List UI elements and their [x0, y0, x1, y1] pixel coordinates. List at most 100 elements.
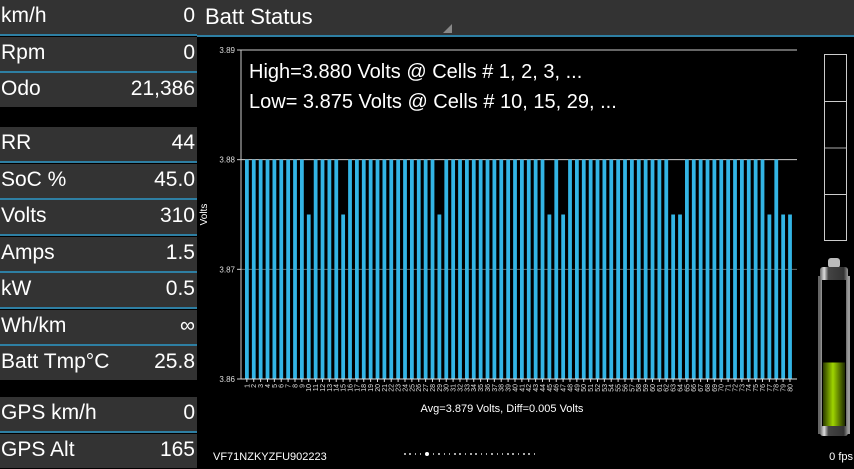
- page-dot[interactable]: [470, 453, 472, 455]
- metric-value: 21,386: [130, 77, 195, 100]
- page-indicator[interactable]: [404, 452, 539, 456]
- page-dot[interactable]: [480, 453, 483, 455]
- metric-value: 1.5: [165, 240, 195, 264]
- x-tick-label: 22: [389, 384, 396, 392]
- page-dot[interactable]: [496, 453, 499, 455]
- metric-row[interactable]: kW 0.5: [0, 273, 197, 309]
- dropdown-corner-icon: [443, 24, 452, 33]
- fps-label: 0 fps: [829, 451, 853, 463]
- page-dot[interactable]: [432, 453, 435, 455]
- page-dot[interactable]: [404, 453, 406, 455]
- x-tick-label: 31: [451, 384, 458, 392]
- screen-title[interactable]: Batt Status: [205, 4, 313, 29]
- bar: [258, 159, 263, 379]
- metric-row[interactable]: Amps 1.5: [0, 236, 197, 273]
- metric-row[interactable]: Rpm 0: [0, 36, 197, 73]
- page-dot[interactable]: [448, 453, 451, 455]
- x-tick-label: 2: [251, 384, 258, 388]
- metric-row[interactable]: GPS km/h 0: [0, 397, 197, 433]
- metric-row[interactable]: Wh/km ∞: [0, 309, 197, 346]
- page-dot[interactable]: [501, 453, 504, 455]
- low-voltage-label: Low= 3.875 Volts @ Cells # 10, 15, 29, .…: [249, 91, 617, 113]
- metric-row[interactable]: km/h 0: [0, 0, 197, 36]
- x-tick-label: 47: [561, 384, 568, 392]
- x-tick-label: 41: [519, 384, 526, 392]
- bar: [327, 159, 332, 379]
- page-dot[interactable]: [485, 453, 488, 455]
- bar: [767, 214, 772, 379]
- metric-value: 0.5: [165, 277, 195, 300]
- bar: [685, 159, 689, 379]
- metric-value: 0: [183, 401, 195, 424]
- page-dot[interactable]: [475, 453, 477, 455]
- bar: [616, 159, 621, 379]
- metric-row[interactable]: Odo 21,386: [0, 73, 197, 107]
- avg-diff-annotation: Avg=3.879 Volts, Diff=0.005 Volts: [420, 403, 584, 415]
- page-dot[interactable]: [528, 453, 530, 455]
- bar: [650, 159, 655, 379]
- page-dot[interactable]: [414, 453, 417, 455]
- bar: [334, 159, 339, 379]
- bar: [245, 159, 249, 379]
- bar: [313, 159, 318, 379]
- bar: [602, 159, 607, 379]
- page-dot[interactable]: [507, 453, 509, 455]
- high-voltage-label: High=3.880 Volts @ Cells # 1, 2, 3, ...: [249, 61, 583, 83]
- bar: [382, 159, 387, 379]
- x-tick-label: 57: [629, 384, 636, 392]
- x-tick-label: 80: [787, 384, 794, 392]
- bar: [293, 159, 297, 379]
- header-bar[interactable]: Batt Status: [197, 0, 854, 37]
- page-dot[interactable]: [517, 453, 520, 455]
- bar: [355, 159, 359, 379]
- bar: [753, 159, 758, 379]
- page-dot[interactable]: [523, 453, 525, 455]
- x-tick-label: 26: [416, 384, 423, 392]
- bar: [251, 159, 256, 379]
- bar: [389, 159, 394, 379]
- bar: [272, 159, 277, 379]
- metric-row[interactable]: SoC % 45.0: [0, 163, 197, 200]
- x-tick-label: 10: [306, 384, 313, 392]
- bar: [396, 159, 401, 379]
- x-tick-label: 75: [753, 384, 760, 392]
- bar: [306, 214, 311, 379]
- x-tick-label: 79: [781, 384, 788, 392]
- bar: [630, 159, 634, 379]
- bar: [375, 159, 380, 379]
- x-tick-label: 40: [512, 384, 519, 392]
- metric-label: km/h: [1, 4, 47, 27]
- metric-row[interactable]: Volts 310: [0, 200, 197, 236]
- x-tick-label: 30: [444, 384, 451, 392]
- bar: [664, 159, 669, 379]
- x-tick-label: 25: [409, 384, 416, 392]
- x-tick-label: 61: [657, 384, 664, 392]
- metric-row[interactable]: RR 44: [0, 127, 197, 163]
- x-tick-label: 50: [581, 384, 588, 392]
- page-dot[interactable]: [491, 453, 493, 455]
- level-divider: [825, 101, 846, 102]
- metric-row[interactable]: Batt Tmp°C 25.8: [0, 346, 197, 380]
- metric-row[interactable]: GPS Alt 165: [0, 433, 197, 468]
- page-dot[interactable]: [419, 453, 422, 455]
- page-dot-active[interactable]: [425, 452, 430, 456]
- page-dot[interactable]: [459, 453, 461, 455]
- metric-value: 310: [159, 204, 195, 227]
- x-tick-label: 67: [698, 384, 705, 392]
- page-dot[interactable]: [512, 453, 514, 455]
- bar: [595, 159, 600, 379]
- page-dot[interactable]: [443, 453, 446, 455]
- bar: [698, 159, 703, 379]
- metric-value: 45.0: [154, 167, 195, 191]
- page-dot[interactable]: [409, 453, 411, 455]
- page-dot[interactable]: [438, 453, 440, 455]
- bar: [678, 214, 682, 379]
- page-dot[interactable]: [464, 453, 467, 455]
- page-dot[interactable]: [454, 453, 456, 455]
- x-tick-label: 37: [492, 384, 499, 392]
- bar: [279, 159, 284, 379]
- x-tick-label: 76: [760, 384, 767, 392]
- page-dot[interactable]: [533, 453, 536, 455]
- x-tick-label: 8: [292, 384, 299, 388]
